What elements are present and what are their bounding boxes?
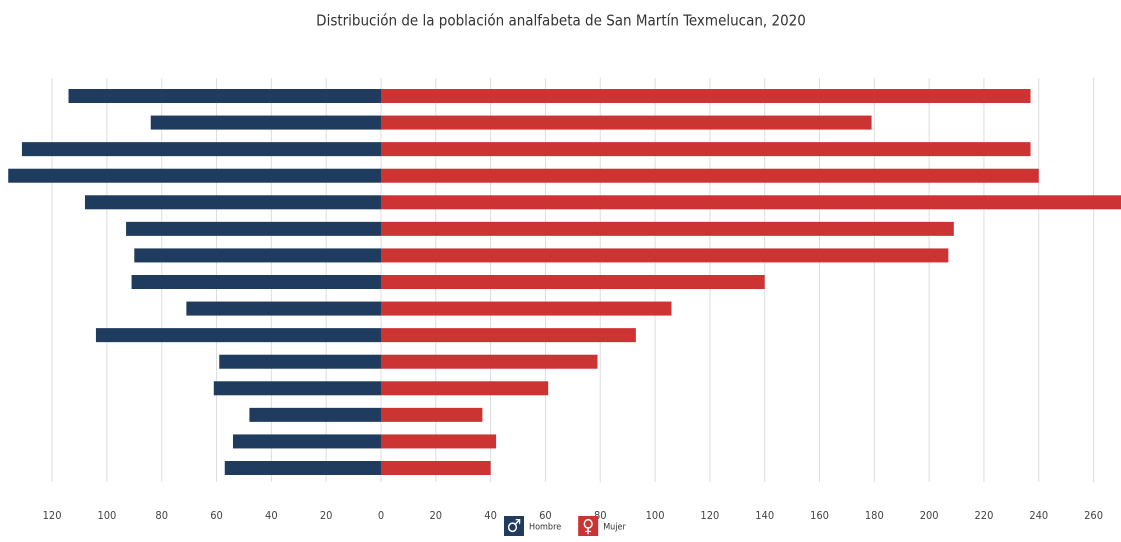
bar — [380, 381, 549, 396]
legend-label: Mujer — [603, 523, 626, 533]
chart-title: Distribución de la población analfabeta … — [316, 12, 806, 30]
x-tick-label: 0 — [378, 509, 384, 522]
x-tick-label: 60 — [539, 509, 552, 522]
x-tick-label: 180 — [865, 509, 884, 522]
bar — [126, 221, 381, 236]
bar — [219, 354, 381, 369]
bar — [380, 221, 954, 236]
bar — [131, 275, 381, 289]
x-tick-label: 160 — [810, 509, 829, 522]
bar — [380, 115, 872, 130]
bar — [186, 301, 381, 316]
legend: ♂ Hombre ♀ Mujer — [504, 516, 627, 537]
bar — [95, 328, 381, 343]
bar — [380, 328, 636, 343]
x-tick-label: 260 — [1084, 509, 1103, 522]
legend-item: ♂ Hombre — [504, 516, 561, 537]
x-tick-label: 100 — [97, 509, 116, 522]
bar — [380, 89, 1031, 103]
bar — [249, 407, 381, 422]
bar — [380, 354, 598, 369]
x-tick-label: 220 — [975, 509, 994, 522]
x-tick-label: 20 — [429, 509, 442, 522]
legend-label: Hombre — [529, 523, 561, 533]
x-tick-label: 80 — [155, 509, 168, 522]
bar — [213, 381, 381, 396]
x-tick-label: 40 — [484, 509, 497, 522]
bar — [380, 248, 949, 263]
bar — [150, 115, 381, 130]
bar — [380, 407, 483, 422]
x-tick-label: 100 — [646, 509, 665, 522]
bar — [224, 461, 381, 475]
bar — [84, 195, 381, 210]
legend-icon: ♀ — [582, 516, 594, 537]
x-tick-label: 60 — [210, 509, 223, 522]
bar — [380, 275, 765, 289]
x-tick-label: 20 — [320, 509, 333, 522]
bars — [8, 89, 1121, 475]
bar — [8, 168, 381, 183]
x-tick-label: 240 — [1029, 509, 1048, 522]
bar — [232, 434, 381, 449]
legend-icon: ♂ — [507, 516, 522, 537]
legend-item: ♀ Mujer — [578, 516, 627, 537]
bar — [380, 434, 497, 449]
bar — [380, 301, 672, 316]
x-tick-label: 120 — [43, 509, 62, 522]
bar — [380, 461, 491, 475]
x-tick-label: 120 — [700, 509, 719, 522]
x-tick-label: 40 — [265, 509, 278, 522]
x-tick-label: 200 — [920, 509, 939, 522]
bar — [134, 248, 381, 263]
bar — [68, 89, 381, 103]
x-tick-label: 140 — [755, 509, 774, 522]
legend-swatch — [578, 516, 599, 536]
bar — [380, 168, 1039, 183]
bar — [380, 195, 1121, 210]
bar — [21, 142, 381, 157]
legend-swatch — [504, 516, 524, 536]
bar — [380, 142, 1031, 157]
